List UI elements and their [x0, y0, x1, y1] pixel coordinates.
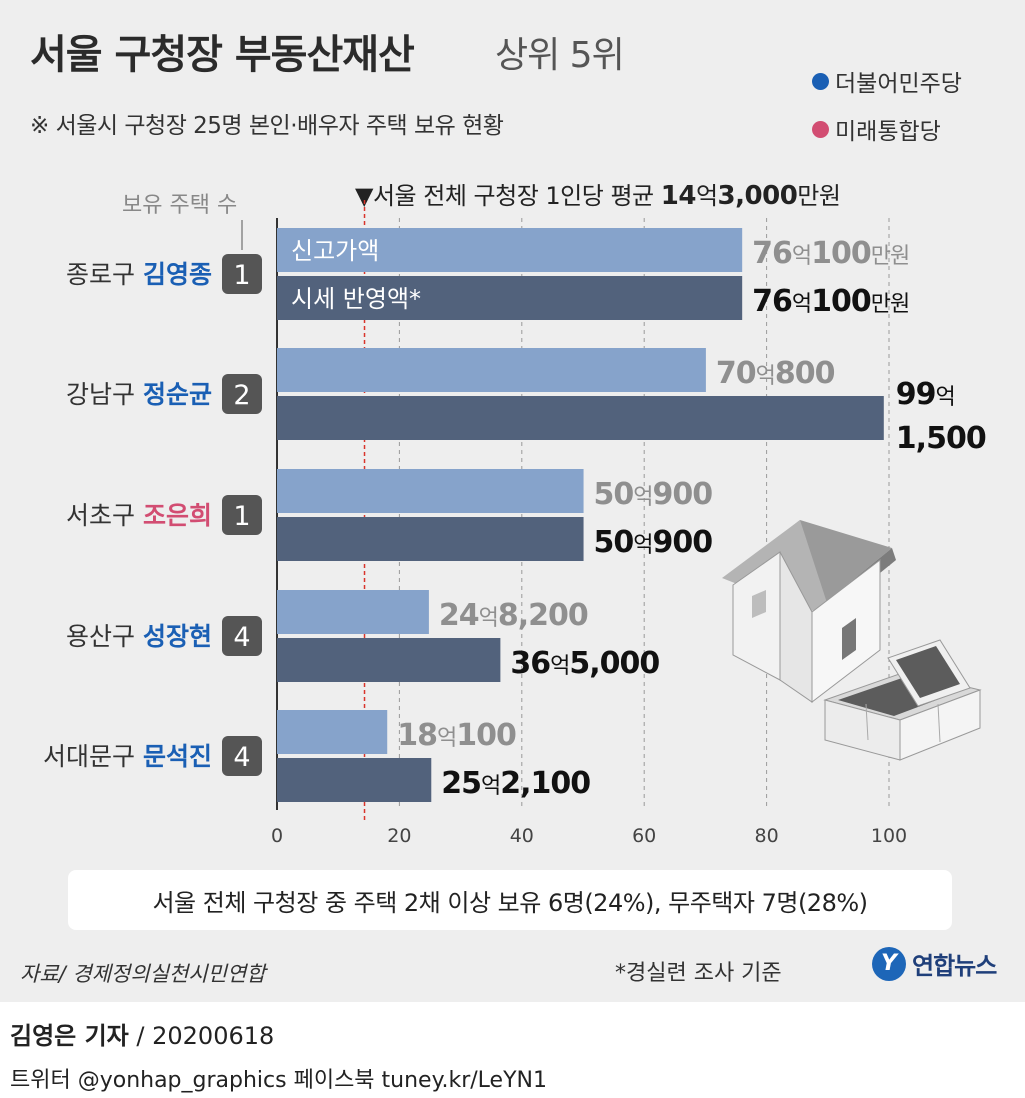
bar-declared — [277, 710, 388, 754]
value-label-market: 50억900 — [594, 525, 713, 560]
reporter-name: 김영은 기자 — [10, 1022, 129, 1050]
bar-market — [277, 758, 432, 802]
bar-market — [277, 276, 743, 320]
bar-declared — [277, 228, 743, 272]
house-count-badge — [222, 736, 262, 776]
source-text: 자료/ 경제정의실천시민연합 — [20, 962, 266, 986]
value-label-declared: 18억100 — [397, 718, 516, 753]
yonhap-logo-mark-icon: Y — [872, 946, 906, 981]
house-count-header: 보유 주택 수 — [122, 193, 238, 218]
reporter-credit: 김영은 기자 / 20200618 — [10, 1016, 274, 1051]
bars — [277, 228, 884, 802]
average-label: ▼서울 전체 구청장 1인당 평균 14억3,000만원 — [355, 176, 841, 211]
bar-market — [277, 638, 501, 682]
row-label: 서초구 조은희 — [66, 501, 212, 530]
x-tick-label: 60 — [632, 825, 656, 847]
summary-box: 서울 전체 구청장 중 주택 2채 이상 보유 6명(24%), 무주택자 7명… — [68, 870, 952, 930]
page-title: 서울 구청장 부동산재산 — [30, 32, 415, 78]
legend-dot-blue-icon — [812, 72, 829, 90]
average-label-prefix: ▼서울 전체 구청장 1인당 평균 — [355, 182, 654, 210]
average-label-c: 만원 — [797, 182, 841, 210]
x-tick-label: 0 — [271, 825, 283, 847]
row-label: 강남구 정순균 — [66, 380, 212, 409]
row-label: 서대문구 문석진 — [43, 742, 212, 771]
value-label-declared: 24억8,200 — [439, 598, 588, 633]
value-label-market: 36억5,000 — [510, 646, 659, 681]
bar-declared — [277, 348, 706, 392]
bar-market — [277, 517, 584, 561]
legend-united-future: 미래통합당 — [812, 112, 941, 146]
legend-dot-pink-icon — [812, 120, 829, 138]
row-label: 종로구 김영종 — [66, 260, 212, 289]
house-count-badge — [222, 495, 262, 535]
house-count-badge — [222, 254, 262, 294]
series-name-declared: 신고가액 — [291, 237, 379, 265]
value-label-declared: 76억100만원 — [752, 236, 909, 271]
average-label-unit: 억 — [695, 182, 718, 210]
page-title-sub: 상위 5위 — [495, 35, 625, 76]
legend-democratic: 더불어민주당 — [812, 64, 962, 98]
house-count-badge — [222, 374, 262, 414]
bar-market — [277, 396, 884, 440]
legend-label: 더불어민주당 — [835, 71, 962, 97]
value-label-market-cont: 1,500 — [896, 421, 986, 456]
x-tick-label: 100 — [871, 825, 907, 847]
house-count-value: 1 — [233, 501, 250, 532]
average-label-b: 3,000 — [717, 181, 798, 211]
house-count-badge — [222, 616, 262, 656]
yonhap-logo-text: 연합뉴스 — [912, 952, 997, 980]
series-name-market: 시세 반영액* — [291, 285, 421, 313]
value-label-market: 99억 — [896, 377, 955, 412]
value-label-declared: 70억800 — [716, 356, 835, 391]
x-tick-label: 20 — [387, 825, 411, 847]
yonhap-logo: Y 연합뉴스 — [872, 946, 997, 981]
bar-declared — [277, 590, 429, 634]
social-links: 트위터 @yonhap_graphics 페이스북 tuney.kr/LeYN1 — [10, 1068, 547, 1093]
row-label: 용산구 성장현 — [66, 622, 212, 651]
house-count-value: 1 — [233, 260, 250, 291]
page-subtitle: ※ 서울시 구청장 25명 본인·배우자 주택 보유 현황 — [30, 113, 504, 139]
value-label-market: 25억2,100 — [441, 766, 590, 801]
reporter-date: / 20200618 — [136, 1022, 275, 1050]
footnote: *경실련 조사 기준 — [615, 961, 782, 986]
x-tick-label: 80 — [755, 825, 779, 847]
summary-text: 서울 전체 구청장 중 주택 2채 이상 보유 6명(24%), 무주택자 7명… — [152, 888, 868, 917]
house-count-value: 4 — [233, 622, 250, 653]
average-label-a: 14 — [660, 181, 697, 211]
bar-declared — [277, 469, 584, 513]
illustration — [722, 520, 982, 761]
x-tick-label: 40 — [510, 825, 534, 847]
value-label-market: 76억100만원 — [752, 284, 909, 319]
money-stack-icon — [823, 639, 982, 761]
house-count-value: 4 — [233, 742, 250, 773]
house-count-value: 2 — [233, 380, 250, 411]
row-labels: 종로구 김영종 1 강남구 정순균 2 서초구 조은희 1 용산구 성장현 4 서대문구 문석진… — [43, 220, 262, 776]
value-label-declared: 50억900 — [594, 477, 713, 512]
legend-label: 미래통합당 — [835, 119, 941, 145]
house-icon — [722, 520, 896, 704]
